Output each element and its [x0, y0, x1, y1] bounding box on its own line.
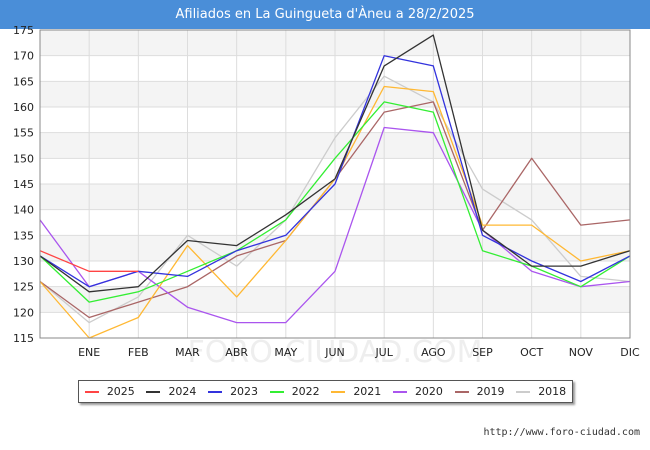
series-line-2024 [39, 34, 631, 293]
y-tick-label: 145 [13, 178, 34, 191]
legend: 2025 2024 2023 2022 2021 2020 2019 2018 [78, 380, 573, 403]
legend-swatch [454, 390, 469, 393]
y-tick-label: 170 [13, 50, 34, 63]
legend-item-2018: 2018 [516, 385, 566, 398]
legend-swatch [146, 390, 161, 393]
y-axis-tick-labels: 115 120 125 130 135 140 145 150 155 160 165 170 175 [13, 24, 34, 345]
legend-swatch [516, 390, 531, 393]
y-tick-label: 155 [13, 127, 34, 140]
x-tick-label: FEB [128, 346, 149, 359]
legend-label: 2022 [291, 385, 320, 398]
legend-label: 2021 [353, 385, 382, 398]
x-axis-tick-labels: ENE FEB MAR ABR MAY JUN JUL AGO SEP OCT NOV DIC [78, 346, 640, 359]
legend-item-2022: 2022 [269, 385, 320, 398]
legend-item-2024: 2024 [146, 385, 196, 398]
series-lines [39, 34, 631, 339]
source-link[interactable]: http://www.foro-ciudad.com [483, 427, 640, 438]
legend-item-2020: 2020 [392, 385, 443, 398]
y-tick-label: 150 [13, 152, 34, 165]
series-line-2018 [39, 75, 631, 324]
x-tick-label: SEP [472, 346, 493, 359]
x-tick-label: JUN [324, 346, 345, 359]
x-tick-label: ABR [225, 346, 248, 359]
legend-swatch [208, 390, 223, 393]
legend-label: 2025 [106, 385, 135, 398]
legend-swatch [84, 390, 99, 393]
x-tick-label: DIC [620, 346, 640, 359]
x-tick-label: MAY [274, 346, 297, 359]
legend-item-2021: 2021 [331, 385, 381, 398]
x-tick-label: NOV [569, 346, 594, 359]
y-tick-label: 115 [13, 332, 34, 345]
legend-item-2023: 2023 [208, 385, 258, 398]
legend-label: 2020 [414, 385, 443, 398]
y-tick-label: 125 [13, 281, 34, 294]
chart-title: Afiliados en La Guingueta d'Àneu a 28/2/… [0, 0, 650, 29]
series-line-2025 [39, 250, 139, 272]
watermark: FORO-CIUDAD.COM [188, 335, 483, 370]
x-tick-label: JUL [374, 346, 393, 359]
axes [39, 29, 631, 339]
legend-label: 2024 [168, 385, 197, 398]
legend-item-2025: 2025 [84, 385, 135, 398]
plot-frame [39, 29, 631, 339]
legend-item-2019: 2019 [454, 385, 505, 398]
y-tick-label: 160 [13, 101, 34, 114]
x-tick-label: MAR [175, 346, 200, 359]
legend-swatch [269, 390, 284, 393]
y-tick-label: 165 [13, 75, 34, 88]
y-tick-label: 120 [13, 306, 34, 319]
legend-swatch [331, 390, 346, 393]
y-tick-label: 140 [13, 204, 34, 217]
legend-swatch [392, 390, 407, 393]
x-tick-label: ENE [78, 346, 100, 359]
legend-label: 2023 [230, 385, 259, 398]
y-tick-label: 175 [13, 24, 34, 37]
x-tick-label: AGO [421, 346, 446, 359]
legend-label: 2019 [476, 385, 505, 398]
y-tick-label: 135 [13, 229, 34, 242]
y-tick-label: 130 [13, 255, 34, 268]
x-tick-label: OCT [520, 346, 543, 359]
legend-label: 2018 [538, 385, 567, 398]
